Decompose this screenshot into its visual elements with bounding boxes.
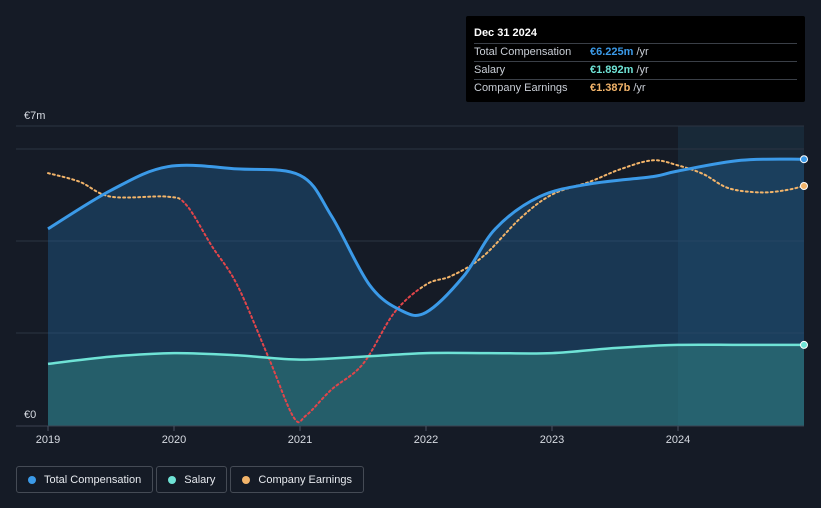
y-axis-top-label: €7m [24, 110, 45, 122]
company-earnings-end-marker [800, 182, 808, 190]
x-tick-label-2023: 2023 [540, 434, 564, 446]
gridlines [16, 125, 804, 334]
tooltip-value: €1.892m [590, 64, 634, 76]
total-compensation-line [47, 157, 805, 317]
company-earnings-negative-line [180, 197, 420, 424]
legend-dot-icon [242, 475, 251, 484]
chart-legend: Total Compensation Salary Company Earnin… [16, 466, 367, 493]
legend-label: Total Compensation [44, 473, 142, 486]
legend-label: Salary [184, 473, 216, 486]
x-tick-label-2020: 2020 [162, 434, 186, 446]
total-compensation-end-marker [800, 155, 808, 164]
tooltip-row-company-earnings: Company Earnings €1.387b /yr [474, 79, 797, 97]
x-tick-label-2019: 2019 [36, 434, 60, 446]
tooltip-row-salary: Salary €1.892m /yr [474, 61, 797, 79]
legend-item-company-earnings[interactable]: Company Earnings [230, 466, 364, 493]
y-axis-bottom-label: €0 [24, 409, 36, 421]
x-axis-ticks: 2019 2020 2021 2022 2023 2024 [36, 426, 690, 446]
legend-dot-icon [28, 475, 36, 484]
tooltip-label: Total Compensation [474, 46, 572, 58]
salary-end-marker [800, 340, 808, 349]
legend-item-salary[interactable]: Salary [156, 466, 228, 493]
tooltip-label: Company Earnings [474, 82, 568, 94]
x-tick-label-2024: 2024 [666, 434, 690, 446]
x-tick-label-2022: 2022 [414, 434, 438, 446]
tooltip-unit: /yr [636, 64, 649, 76]
legend-item-total-compensation[interactable]: Total Compensation [16, 466, 154, 493]
legend-dot-icon [168, 475, 177, 484]
tooltip-date: Dec 31 2024 [474, 27, 537, 39]
x-tick-label-2021: 2021 [288, 434, 312, 446]
tooltip-unit: /yr [633, 82, 646, 94]
legend-label: Company Earnings [258, 473, 352, 486]
tooltip-unit: /yr [636, 46, 649, 58]
tooltip-value: €6.225m [590, 46, 634, 58]
tooltip-label: Salary [474, 64, 506, 76]
tooltip-row-total-compensation: Total Compensation €6.225m /yr [474, 43, 797, 61]
salary-line [47, 343, 804, 366]
data-tooltip: Dec 31 2024 Total Compensation €6.225m /… [466, 16, 805, 102]
tooltip-value: €1.387b [590, 82, 631, 94]
salary-area [48, 344, 804, 426]
